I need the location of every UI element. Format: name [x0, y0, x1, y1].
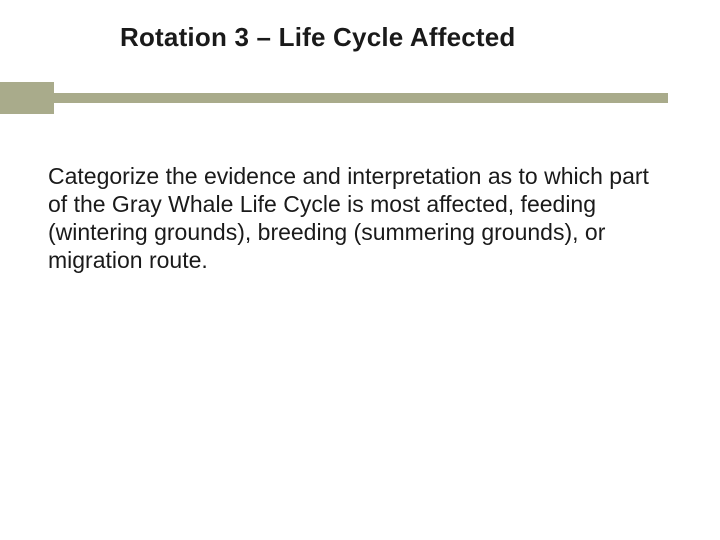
slide-title: Rotation 3 – Life Cycle Affected — [120, 22, 516, 53]
accent-line — [54, 93, 668, 103]
accent-bar — [0, 82, 668, 114]
accent-box — [0, 82, 54, 114]
slide-body-text: Categorize the evidence and interpretati… — [48, 162, 660, 274]
